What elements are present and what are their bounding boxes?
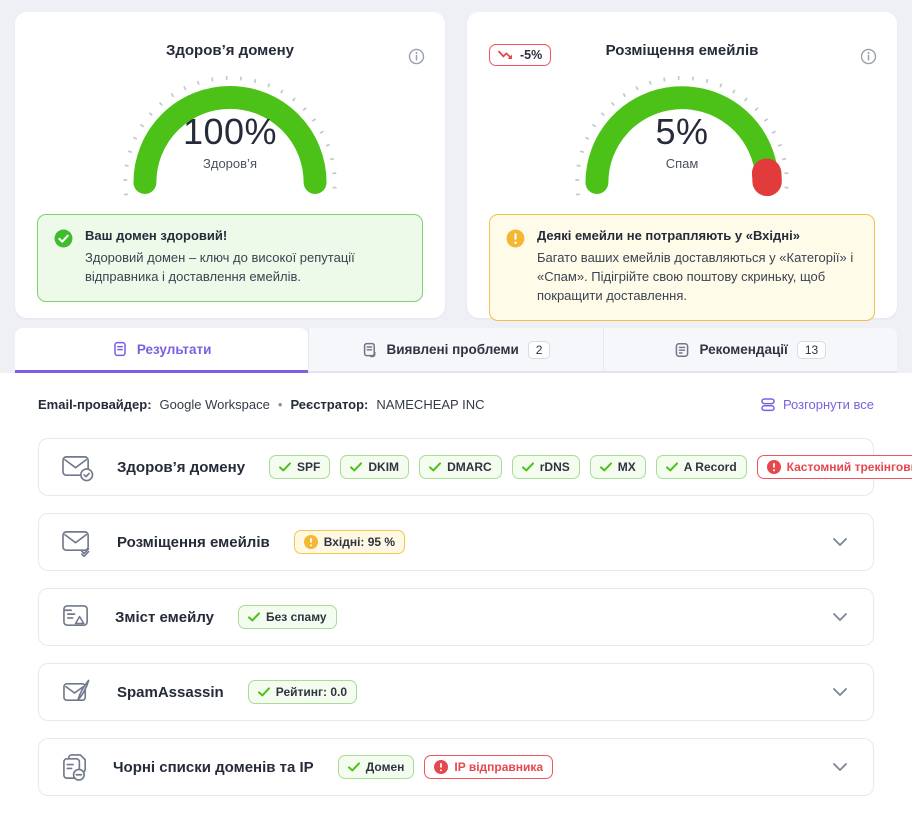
chevron-down-icon[interactable]: [833, 763, 847, 771]
status-badge-inbox: Вхідні: 95 %: [294, 530, 405, 554]
mail-shield-icon: [61, 453, 94, 482]
status-badge-no-spam: Без спаму: [238, 605, 337, 629]
email-placement-card: -5% Розміщення емейлів 5% Спам Деякі еме…: [467, 12, 897, 318]
check-icon: [666, 462, 678, 472]
tab-label: Результати: [137, 342, 212, 357]
tab-label: Рекомендації: [699, 342, 787, 357]
meta-row: Email-провайдер: Google Workspace • Реєс…: [38, 397, 874, 412]
results-panel: Email-провайдер: Google Workspace • Реєс…: [0, 373, 912, 813]
recommendations-icon: [674, 342, 690, 358]
check-icon: [248, 612, 260, 622]
chevron-down-icon[interactable]: [833, 688, 847, 696]
section-row-email-content[interactable]: Зміст емейлу Без спаму: [38, 588, 874, 646]
domain-health-card: Здоров’я домену 100% Здоров’я Ваш домен …: [15, 12, 445, 318]
tab-count-badge: 13: [797, 341, 826, 359]
section-title: SpamAssassin: [117, 684, 224, 701]
check-icon: [429, 462, 441, 472]
trend-down-badge: -5%: [489, 44, 551, 66]
status-badge-dkim: DKIM: [340, 455, 409, 479]
registrar-value: NAMECHEAP INC: [376, 397, 484, 412]
check-icon: [279, 462, 291, 472]
alert-title: Деякі емейли не потрапляють у «Вхідні»: [537, 228, 858, 243]
tab-count-badge: 2: [528, 341, 551, 359]
check-icon: [348, 762, 360, 772]
result-sections: Здоров’я домену SPF DKIM DMARC rDNS MX A…: [38, 438, 874, 796]
mail-double-check-icon: [61, 528, 94, 557]
status-badge-rdns: rDNS: [512, 455, 580, 479]
alert-body: Здоровий домен – ключ до високої репутац…: [85, 249, 406, 287]
alert-title: Ваш домен здоровий!: [85, 228, 406, 243]
separator-dot: •: [278, 397, 283, 412]
status-badge-tracking-domain: Кастомний трекінговий домен: [757, 455, 912, 479]
placement-warning-alert: Деякі емейли не потрапляють у «Вхідні» Б…: [489, 214, 875, 321]
results-icon: [112, 341, 128, 357]
check-icon: [522, 462, 534, 472]
status-badge-rating: Рейтинг: 0.0: [248, 680, 357, 704]
summary-cards: Здоров’я домену 100% Здоров’я Ваш домен …: [0, 0, 912, 318]
trend-value: -5%: [520, 48, 542, 62]
error-circle-icon: [767, 460, 781, 474]
chevron-down-icon[interactable]: [833, 538, 847, 546]
section-row-domain-health[interactable]: Здоров’я домену SPF DKIM DMARC rDNS MX A…: [38, 438, 874, 496]
check-icon: [258, 687, 270, 697]
section-title: Здоров’я домену: [117, 459, 245, 476]
status-badge-sender-ip: IP відправника: [424, 755, 553, 779]
status-badge-a-record: A Record: [656, 455, 747, 479]
status-badge-mx: MX: [590, 455, 646, 479]
alert-body: Багато ваших емейлів доставляються у «Ка…: [537, 249, 858, 306]
section-title: Розміщення емейлів: [117, 534, 270, 551]
status-badge-domain: Домен: [338, 755, 415, 779]
gauge-label: Здоров’я: [110, 156, 350, 171]
expand-all-icon: [760, 397, 776, 412]
domain-health-gauge: 100% Здоров’я: [110, 69, 350, 200]
info-icon[interactable]: [860, 48, 877, 65]
health-success-alert: Ваш домен здоровий! Здоровий домен – клю…: [37, 214, 423, 302]
expand-all-button[interactable]: Розгорнути все: [760, 397, 874, 412]
registrar-label: Реєстратор:: [290, 397, 368, 412]
issues-icon: [362, 342, 378, 358]
warning-circle-icon: [304, 535, 318, 549]
tab-label: Виявлені проблеми: [387, 342, 519, 357]
card-title: Здоров’я домену: [37, 42, 423, 59]
section-title: Чорні списки доменів та IP: [113, 759, 314, 776]
tab-bar: Результати Виявлені проблеми 2 Рекоменда…: [0, 318, 912, 373]
status-badge-spf: SPF: [269, 455, 330, 479]
section-row-email-placement[interactable]: Розміщення емейлів Вхідні: 95 %: [38, 513, 874, 571]
provider-label: Email-провайдер:: [38, 397, 152, 412]
status-badge-dmarc: DMARC: [419, 455, 502, 479]
trend-down-icon: [498, 49, 514, 61]
check-circle-icon: [54, 229, 73, 287]
content-warning-icon: [61, 603, 92, 632]
warning-circle-icon: [506, 229, 525, 306]
gauge-label: Спам: [562, 156, 802, 171]
chevron-down-icon[interactable]: [833, 613, 847, 621]
check-icon: [350, 462, 362, 472]
provider-value: Google Workspace: [160, 397, 270, 412]
section-title: Зміст емейлу: [115, 609, 214, 626]
expand-all-label: Розгорнути все: [783, 397, 874, 412]
gauge-value: 5%: [562, 111, 802, 153]
spam-gauge: 5% Спам: [562, 69, 802, 200]
check-icon: [600, 462, 612, 472]
section-row-blacklists[interactable]: Чорні списки доменів та IP Домен IP відп…: [38, 738, 874, 796]
section-row-spamassassin[interactable]: SpamAssassin Рейтинг: 0.0: [38, 663, 874, 721]
mail-quill-icon: [61, 678, 94, 707]
tab-recommendations[interactable]: Рекомендації 13: [604, 328, 897, 373]
gauge-value: 100%: [110, 111, 350, 153]
info-icon[interactable]: [408, 48, 425, 65]
tab-issues[interactable]: Виявлені проблеми 2: [308, 328, 603, 373]
tab-results[interactable]: Результати: [15, 328, 308, 373]
blacklist-file-icon: [61, 753, 90, 782]
error-circle-icon: [434, 760, 448, 774]
